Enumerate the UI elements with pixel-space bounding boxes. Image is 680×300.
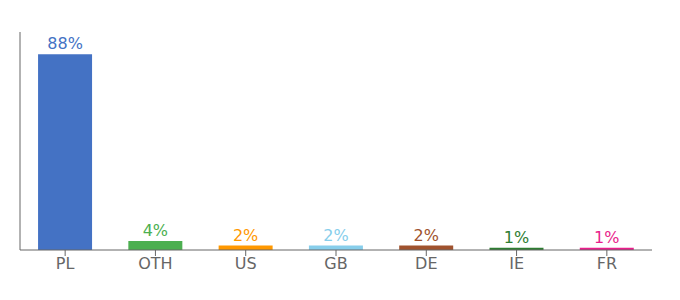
svg-text:2%: 2% xyxy=(323,226,348,245)
svg-text:1%: 1% xyxy=(594,228,619,247)
svg-text:IE: IE xyxy=(509,254,524,273)
svg-text:4%: 4% xyxy=(143,221,168,240)
svg-text:FR: FR xyxy=(597,254,617,273)
svg-text:2%: 2% xyxy=(233,226,258,245)
svg-text:GB: GB xyxy=(324,254,347,273)
svg-text:OTH: OTH xyxy=(138,254,172,273)
svg-text:2%: 2% xyxy=(414,226,439,245)
svg-text:US: US xyxy=(235,254,257,273)
svg-text:1%: 1% xyxy=(504,228,529,247)
svg-text:DE: DE xyxy=(415,254,437,273)
svg-text:88%: 88% xyxy=(47,34,83,53)
svg-text:PL: PL xyxy=(56,254,75,273)
